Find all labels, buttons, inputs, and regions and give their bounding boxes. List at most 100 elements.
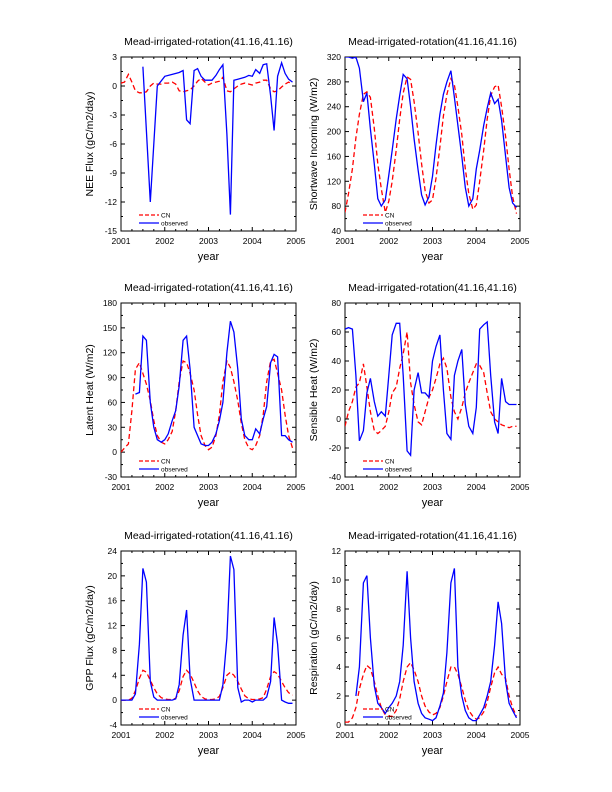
y-tick-label: 60 bbox=[108, 397, 118, 407]
x-tick-label: 2003 bbox=[423, 730, 442, 740]
x-tick-label: 2004 bbox=[467, 482, 486, 492]
y-tick-label: 120 bbox=[327, 176, 341, 186]
y-tick-label: 8 bbox=[112, 645, 117, 655]
x-tick-label: 2001 bbox=[112, 482, 131, 492]
x-tick-label: 2005 bbox=[287, 730, 306, 740]
y-tick-label: -30 bbox=[105, 472, 118, 482]
x-axis-label: year bbox=[422, 251, 444, 263]
y-tick-label: 0 bbox=[112, 695, 117, 705]
y-tick-label: 6 bbox=[336, 633, 341, 643]
series-line-observed bbox=[345, 57, 517, 209]
y-tick-label: -15 bbox=[105, 226, 118, 236]
x-tick-label: 2002 bbox=[379, 482, 398, 492]
x-axis-label: year bbox=[198, 251, 220, 263]
x-axis-label: year bbox=[198, 497, 220, 509]
x-tick-label: 2004 bbox=[467, 236, 486, 246]
y-tick-label: -4 bbox=[109, 720, 117, 730]
chart-title: Mead-irrigated-rotation(41.16,41.16) bbox=[348, 530, 517, 542]
x-tick-label: 2002 bbox=[155, 482, 174, 492]
series-line-cn bbox=[345, 661, 518, 723]
chart-title: Mead-irrigated-rotation(41.16,41.16) bbox=[124, 282, 293, 294]
y-tick-label: 200 bbox=[327, 127, 341, 137]
y-tick-label: -9 bbox=[109, 168, 117, 178]
x-tick-label: 2005 bbox=[511, 236, 530, 246]
y-axis-label: Latent Heat (W/m2) bbox=[84, 344, 96, 436]
chart-title: Mead-irrigated-rotation(41.16,41.16) bbox=[348, 282, 517, 294]
legend-entry-observed-label: observed bbox=[161, 467, 188, 474]
y-tick-label: 3 bbox=[112, 52, 117, 62]
x-tick-label: 2004 bbox=[243, 482, 262, 492]
x-tick-label: 2001 bbox=[336, 482, 355, 492]
y-tick-label: 10 bbox=[332, 575, 342, 585]
y-tick-label: 60 bbox=[332, 327, 342, 337]
y-tick-label: 40 bbox=[332, 356, 342, 366]
y-tick-label: 20 bbox=[332, 385, 342, 395]
chart-title: Mead-irrigated-rotation(41.16,41.16) bbox=[348, 36, 517, 48]
x-axis-label: year bbox=[422, 745, 444, 757]
x-tick-label: 2001 bbox=[336, 730, 355, 740]
plot-frame bbox=[344, 550, 521, 726]
x-tick-label: 2003 bbox=[199, 730, 218, 740]
chart-panel-4: Mead-irrigated-rotation(41.16,41.16) 2001… bbox=[308, 282, 530, 509]
series-line-observed bbox=[142, 60, 293, 215]
series-line-cn bbox=[345, 331, 517, 435]
legend-entry-observed-label: observed bbox=[161, 715, 188, 722]
y-tick-label: 120 bbox=[103, 348, 117, 358]
y-tick-label: 4 bbox=[112, 670, 117, 680]
y-tick-label: 8 bbox=[336, 604, 341, 614]
y-tick-label: 0 bbox=[112, 447, 117, 457]
x-axis-label: year bbox=[422, 497, 444, 509]
legend-entry-observed-label: observed bbox=[385, 467, 412, 474]
y-tick-label: 2 bbox=[336, 691, 341, 701]
x-tick-label: 2005 bbox=[287, 482, 306, 492]
y-tick-label: 180 bbox=[103, 298, 117, 308]
x-axis-label: year bbox=[198, 745, 220, 757]
x-tick-label: 2001 bbox=[336, 236, 355, 246]
y-axis-label: Shortwave Incoming (W/m2) bbox=[308, 78, 320, 210]
x-tick-label: 2005 bbox=[511, 482, 530, 492]
y-tick-label: 16 bbox=[108, 596, 118, 606]
chart-panel-2: Mead-irrigated-rotation(41.16,41.16)2001… bbox=[308, 36, 530, 263]
legend-entry-observed-label: observed bbox=[385, 221, 412, 228]
x-tick-label: 2001 bbox=[112, 730, 131, 740]
legend-entry-cn-label: CN bbox=[385, 459, 395, 466]
x-tick-label: 2003 bbox=[199, 482, 218, 492]
y-tick-label: 150 bbox=[103, 323, 117, 333]
x-tick-label: 2003 bbox=[423, 236, 442, 246]
y-tick-label: 40 bbox=[332, 226, 342, 236]
y-axis-label: NEE Flux (gC/m2/day) bbox=[84, 91, 96, 196]
legend-entry-cn-label: CN bbox=[385, 707, 395, 714]
series-line-cn bbox=[345, 75, 518, 214]
y-tick-label: -40 bbox=[329, 472, 342, 482]
y-tick-label: 30 bbox=[108, 422, 118, 432]
x-tick-label: 2002 bbox=[155, 236, 174, 246]
y-tick-label: -12 bbox=[105, 197, 118, 207]
y-axis-label: GPP Flux (gC/m2/day) bbox=[84, 585, 96, 690]
series-line-observed bbox=[135, 320, 293, 447]
plot-frame bbox=[344, 56, 521, 232]
plot-frame bbox=[120, 550, 297, 726]
y-tick-label: 90 bbox=[108, 373, 118, 383]
x-tick-label: 2001 bbox=[112, 236, 131, 246]
x-tick-label: 2004 bbox=[243, 730, 262, 740]
x-tick-label: 2003 bbox=[423, 482, 442, 492]
legend-entry-cn-label: CN bbox=[385, 213, 395, 220]
y-tick-label: 20 bbox=[108, 571, 118, 581]
y-tick-label: 0 bbox=[112, 81, 117, 91]
x-tick-label: 2002 bbox=[379, 236, 398, 246]
chart-title: Mead-irrigated-rotation(41.16,41.16) bbox=[124, 530, 293, 542]
series-line-observed bbox=[345, 320, 517, 458]
chart-panel-6: Mead-irrigated-rotation(41.16,41.16) 2001… bbox=[308, 530, 530, 757]
legend-entry-cn-label: CN bbox=[161, 459, 171, 466]
y-tick-label: -20 bbox=[329, 443, 342, 453]
y-axis-label: Respiration (gC/m2/day) bbox=[308, 581, 320, 695]
chart-panel-1: Mead-irrigated-rotation(41.16,41.16) 2001… bbox=[84, 36, 306, 263]
series-line-observed bbox=[355, 568, 518, 722]
y-tick-label: -6 bbox=[109, 139, 117, 149]
y-tick-label: 0 bbox=[336, 414, 341, 424]
series-line-cn bbox=[121, 72, 293, 94]
y-tick-label: 240 bbox=[327, 102, 341, 112]
x-tick-label: 2002 bbox=[379, 730, 398, 740]
x-tick-label: 2005 bbox=[511, 730, 530, 740]
